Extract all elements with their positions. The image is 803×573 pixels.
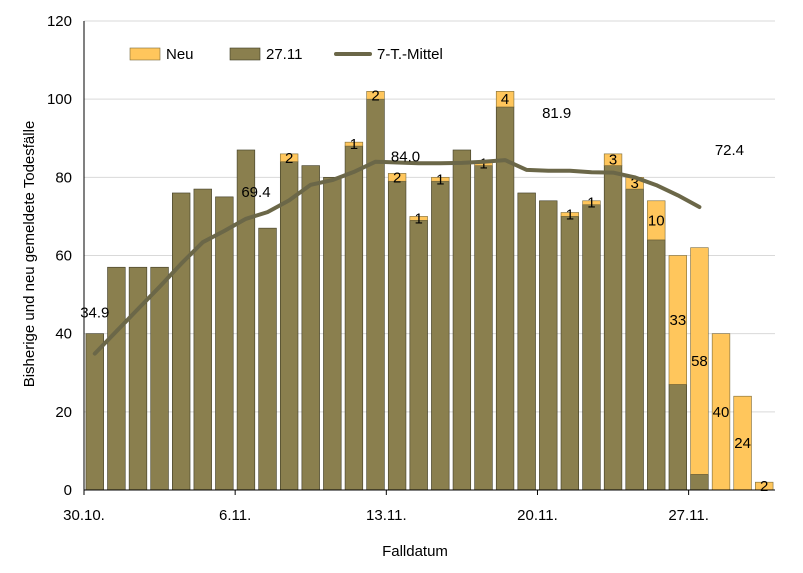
legend-swatch-27-11 — [229, 47, 261, 61]
bar-27-11 — [603, 165, 623, 491]
bar-neu-label: 33 — [669, 312, 686, 329]
bar-27-11 — [301, 165, 320, 491]
bar-27-11 — [431, 180, 450, 491]
bar-neu-label: 24 — [734, 435, 751, 452]
bar-27-11 — [344, 145, 364, 491]
line-value-label: 84.0 — [391, 149, 420, 166]
bar-neu — [366, 91, 385, 100]
bar-27-11 — [647, 239, 666, 491]
bar-neu-label: 2 — [760, 478, 768, 495]
y-tick-label: 40 — [55, 326, 72, 343]
bar-27-11 — [560, 216, 580, 491]
bar-neu — [344, 141, 364, 147]
y-tick-label: 0 — [64, 482, 72, 499]
bar-neu — [582, 200, 601, 205]
y-axis-title: Bisherige und neu gemeldete Todesfälle — [21, 121, 38, 388]
annotations-layer: 34.9 69.4 84.0 81.9 72.4 — [80, 105, 744, 322]
bar-neu-label: 1 — [350, 136, 358, 153]
legend: Neu 27.11 7-T.-Mittel — [129, 46, 443, 63]
bar-neu-label: 1 — [587, 195, 595, 212]
bar-neu — [647, 200, 666, 241]
bar-27-11 — [172, 192, 191, 491]
bar-27-11 — [323, 177, 342, 491]
bar-27-11 — [668, 384, 687, 491]
bar-neu-label: 2 — [285, 150, 293, 167]
line-layer — [92, 158, 702, 356]
legend-label-7-t-mittel: 7-T.-Mittel — [377, 46, 443, 63]
line-value-label: 72.4 — [715, 142, 744, 159]
line-value-label: 69.4 — [241, 184, 270, 201]
bar-neu — [431, 177, 450, 182]
bar-27-11 — [452, 149, 472, 491]
bar-27-11 — [236, 149, 256, 491]
y-tick-label: 120 — [47, 13, 72, 30]
bar-neu-label: 1 — [415, 210, 423, 227]
line-value-label: 34.9 — [80, 305, 109, 322]
bar-neu — [279, 153, 299, 162]
bar-neu-label: 1 — [436, 171, 444, 188]
bar-neu-label: 4 — [501, 91, 509, 108]
bar-27-11 — [474, 165, 493, 491]
y-tick-label: 100 — [47, 91, 72, 108]
y-tick-label: 60 — [55, 248, 72, 265]
bar-27-11 — [387, 180, 407, 491]
bar-neu-label: 3 — [609, 152, 617, 169]
legend-label-neu: Neu — [166, 46, 194, 63]
bar-27-11 — [517, 192, 536, 491]
bar-27-11 — [107, 266, 126, 491]
bar-27-11 — [85, 333, 104, 491]
x-tick-label: 20.11. — [517, 507, 558, 524]
bar-27-11 — [539, 200, 558, 491]
bar-neu — [603, 153, 623, 166]
x-axis-title: Falldatum — [382, 543, 448, 560]
bar-neu — [409, 216, 428, 221]
bar-neu — [560, 212, 580, 217]
legend-label-27-11: 27.11 — [266, 46, 302, 63]
y-tick-label: 80 — [55, 169, 72, 186]
bar-neu — [495, 91, 515, 108]
bar-neu — [668, 255, 687, 385]
x-tick-label: 30.10. — [63, 507, 105, 524]
bar-neu-label: 1 — [566, 206, 574, 223]
bar-27-11 — [409, 220, 428, 491]
bar-neu — [690, 247, 709, 475]
bar-neu-label: 3 — [630, 175, 638, 192]
y-tick-label: 20 — [55, 404, 72, 421]
bar-27-11 — [625, 188, 644, 491]
bar-neu-label: 58 — [691, 353, 708, 370]
bar-neu-label: 1 — [479, 156, 487, 173]
bar-27-11 — [193, 188, 212, 491]
bar-27-11 — [215, 196, 234, 491]
bar-27-11 — [690, 474, 709, 491]
bar-27-11 — [279, 161, 299, 491]
bar-27-11 — [366, 98, 385, 491]
line-value-label: 81.9 — [542, 105, 571, 122]
bar-27-11 — [258, 227, 277, 491]
bar-27-11 — [150, 266, 169, 491]
bar-neu-label: 2 — [393, 169, 401, 186]
x-tick-label: 6.11. — [219, 507, 251, 524]
legend-swatch-neu — [129, 47, 161, 61]
line-7-t-mittel — [92, 158, 702, 356]
bar-neu-label: 2 — [371, 87, 379, 104]
x-tick-label: 27.11. — [668, 507, 709, 524]
bar-27-11 — [582, 204, 601, 491]
bar-neu — [387, 173, 407, 182]
x-tick-label: 13.11. — [366, 507, 407, 524]
bar-neu-label: 10 — [648, 212, 665, 229]
bar-neu-label: 40 — [713, 404, 730, 421]
